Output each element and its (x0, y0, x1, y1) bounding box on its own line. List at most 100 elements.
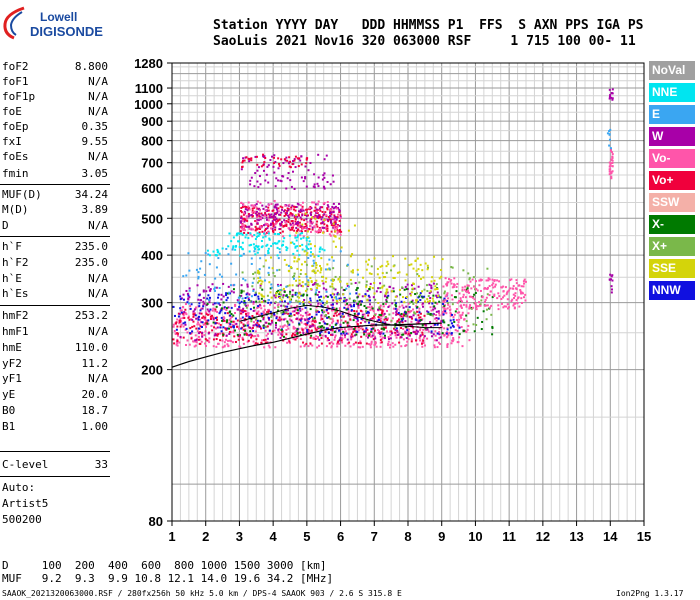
echo-point (416, 306, 419, 309)
echo-point (263, 312, 266, 315)
echo-point (356, 287, 359, 290)
echo-point (319, 216, 322, 219)
echo-point (405, 312, 408, 315)
echo-point (206, 303, 209, 306)
echo-point (444, 308, 447, 311)
echo-point (434, 301, 437, 304)
echo-point (320, 222, 323, 225)
echo-point (192, 320, 195, 323)
echo-point (305, 245, 308, 248)
echo-point (401, 287, 404, 290)
echo-point (457, 341, 460, 344)
echo-point (311, 270, 314, 273)
echo-point (201, 331, 204, 334)
echo-point (280, 304, 283, 307)
echo-point (364, 320, 367, 323)
echo-point (322, 287, 325, 290)
echo-point (372, 323, 375, 326)
echo-point (227, 253, 230, 256)
echo-point (249, 183, 252, 186)
echo-point (608, 130, 611, 133)
echo-point (467, 284, 470, 287)
echo-point (415, 339, 418, 342)
echo-point (288, 227, 291, 230)
echo-point (406, 283, 409, 286)
echo-point (314, 217, 317, 220)
echo-point (309, 247, 312, 250)
legend-item-ssw: SSW (649, 193, 695, 212)
echo-point (316, 336, 319, 339)
echo-point (339, 228, 342, 231)
echo-point (325, 323, 328, 326)
echo-point (275, 242, 278, 245)
x-tick-label: 8 (404, 529, 411, 544)
echo-point (276, 283, 279, 286)
echo-point (246, 217, 249, 220)
echo-point (353, 334, 356, 337)
echo-point (233, 311, 236, 314)
echo-point (286, 320, 289, 323)
echo-point (409, 292, 412, 295)
echo-point (417, 275, 420, 278)
echo-point (318, 338, 321, 341)
echo-point (245, 333, 248, 336)
echo-point (234, 248, 237, 251)
echo-point (415, 305, 418, 308)
echo-point (266, 231, 269, 234)
echo-point (364, 293, 367, 296)
echo-point (608, 173, 611, 176)
echo-point (323, 310, 326, 313)
echo-point (285, 246, 288, 249)
echo-point (241, 297, 244, 300)
echo-point (441, 332, 444, 335)
echo-point (285, 212, 288, 215)
echo-point (299, 334, 302, 337)
echo-point (323, 315, 326, 318)
echo-point (370, 330, 373, 333)
echo-point (257, 186, 260, 189)
echo-point (325, 154, 328, 157)
echo-point (317, 185, 320, 188)
echo-point (309, 325, 312, 328)
echo-point (206, 339, 209, 342)
echo-point (461, 311, 464, 314)
echo-point (273, 223, 276, 226)
echo-point (257, 305, 260, 308)
echo-point (256, 228, 259, 231)
echo-point (278, 164, 281, 167)
echo-point (329, 209, 332, 212)
header-row-2: SaoLuis 2021 Nov16 320 063000 RSF 1 715 … (213, 34, 636, 49)
echo-point (270, 286, 273, 289)
echo-point (223, 345, 226, 348)
echo-point (307, 333, 310, 336)
echo-point (274, 216, 277, 219)
echo-point (387, 294, 390, 297)
echo-point (336, 345, 339, 348)
echo-point (239, 309, 242, 312)
param-row: MUF(D) 34.24 (2, 188, 108, 203)
echo-point (343, 297, 346, 300)
echo-point (379, 332, 382, 335)
echo-point (232, 288, 235, 291)
echo-point (264, 235, 267, 238)
echo-point (368, 334, 371, 337)
echo-point (407, 332, 410, 335)
echo-point (325, 214, 328, 217)
echo-point (326, 323, 329, 326)
echo-point (481, 320, 484, 323)
echo-point (221, 319, 224, 322)
echo-point (281, 243, 284, 246)
echo-point (279, 300, 282, 303)
echo-point (248, 293, 251, 296)
echo-point (497, 304, 500, 307)
echo-point (442, 303, 445, 306)
echo-point (279, 284, 282, 287)
echo-point (423, 288, 426, 291)
param-name: h`F (2, 240, 22, 253)
echo-point (365, 283, 368, 286)
echo-point (265, 244, 268, 247)
echo-point (338, 307, 341, 310)
echo-point (432, 282, 435, 285)
echo-point (462, 269, 465, 272)
echo-point (244, 303, 247, 306)
